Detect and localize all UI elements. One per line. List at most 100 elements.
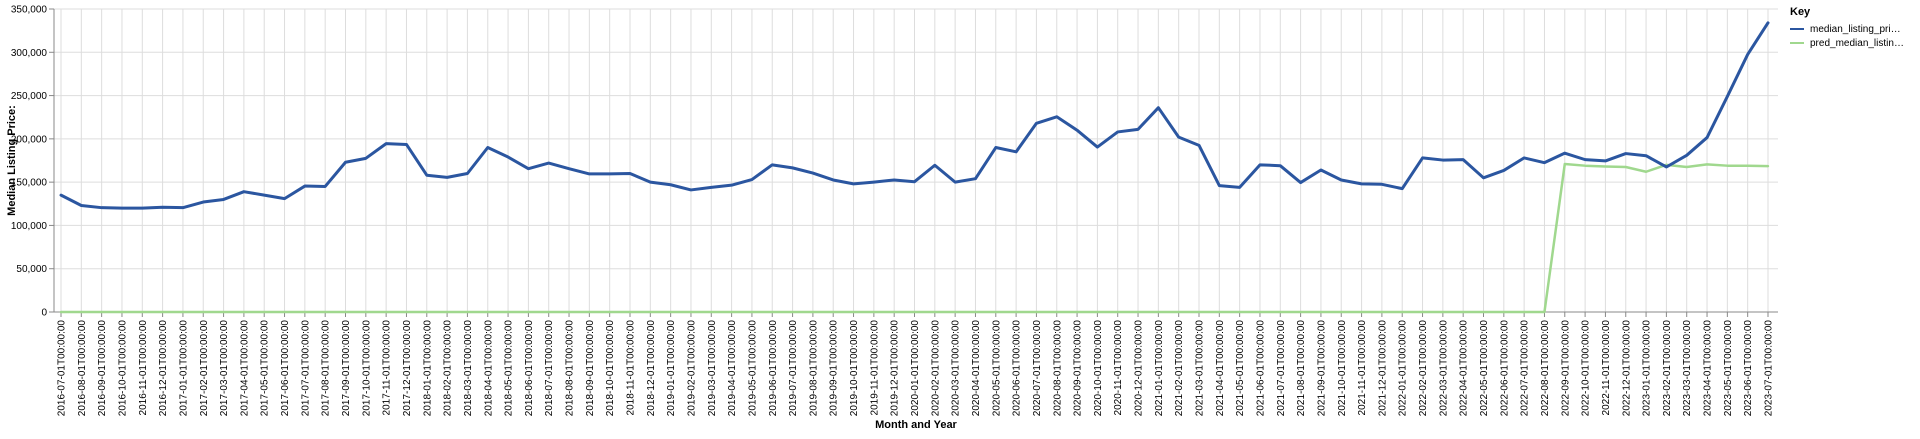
x-tick-label: 2020-03-01T00:00:00 — [951, 320, 962, 417]
x-tick-label: 2016-09-01T00:00:00 — [97, 320, 108, 417]
x-tick-label: 2021-03-01T00:00:00 — [1195, 320, 1206, 417]
y-tick-label: 200,000 — [11, 134, 48, 145]
x-tick-label: 2019-11-01T00:00:00 — [869, 320, 880, 416]
x-tick-label: 2019-02-01T00:00:00 — [686, 320, 697, 417]
y-tick-label: 300,000 — [11, 48, 48, 59]
x-tick-label: 2022-06-01T00:00:00 — [1499, 320, 1510, 417]
x-tick-label: 2018-07-01T00:00:00 — [544, 320, 555, 417]
x-tick-label: 2021-08-01T00:00:00 — [1296, 320, 1307, 417]
x-tick-label: 2018-11-01T00:00:00 — [626, 320, 637, 416]
x-tick-label: 2016-08-01T00:00:00 — [77, 320, 88, 417]
x-tick-label: 2017-03-01T00:00:00 — [219, 320, 230, 417]
x-tick-label: 2019-08-01T00:00:00 — [808, 320, 819, 417]
x-tick-label: 2017-01-01T00:00:00 — [178, 320, 189, 417]
x-tick-label: 2022-03-01T00:00:00 — [1438, 320, 1449, 417]
x-tick-label: 2018-03-01T00:00:00 — [463, 320, 474, 417]
x-tick-label: 2022-08-01T00:00:00 — [1540, 320, 1551, 417]
x-tick-label: 2023-01-01T00:00:00 — [1642, 320, 1653, 417]
x-tick-label: 2019-07-01T00:00:00 — [788, 320, 799, 417]
x-tick-label: 2021-09-01T00:00:00 — [1316, 320, 1327, 417]
x-tick-label: 2017-12-01T00:00:00 — [402, 320, 413, 417]
legend-title: Key — [1790, 6, 1811, 18]
x-axis-ticks: 2016-07-01T00:00:00 2016-08-01T00:00:00 20… — [57, 312, 1775, 416]
x-tick-label: 2016-07-01T00:00:00 — [57, 320, 68, 417]
x-tick-label: 2023-04-01T00:00:00 — [1703, 320, 1714, 417]
x-tick-label: 2019-09-01T00:00:00 — [829, 320, 840, 417]
legend-swatch — [1790, 42, 1804, 44]
x-tick-label: 2023-05-01T00:00:00 — [1723, 320, 1734, 417]
series-lines — [59, 21, 1770, 314]
x-tick-label: 2021-11-01T00:00:00 — [1357, 320, 1368, 416]
x-tick-label: 2020-09-01T00:00:00 — [1073, 320, 1084, 417]
x-tick-label: 2016-12-01T00:00:00 — [158, 320, 169, 417]
x-tick-label: 2021-12-01T00:00:00 — [1377, 320, 1388, 417]
x-tick-label: 2019-05-01T00:00:00 — [747, 320, 758, 417]
x-tick-label: 2022-05-01T00:00:00 — [1479, 320, 1490, 417]
x-tick-label: 2023-07-01T00:00:00 — [1764, 320, 1775, 417]
x-tick-label: 2017-06-01T00:00:00 — [280, 320, 291, 417]
x-tick-label: 2023-06-01T00:00:00 — [1743, 320, 1754, 417]
x-tick-label: 2021-06-01T00:00:00 — [1255, 320, 1266, 417]
y-axis-title: Median Listing Price: — [6, 105, 18, 216]
x-tick-label: 2020-07-01T00:00:00 — [1032, 320, 1043, 417]
x-tick-label: 2019-12-01T00:00:00 — [890, 320, 901, 417]
x-tick-label: 2020-05-01T00:00:00 — [991, 320, 1002, 417]
x-tick-label: 2019-06-01T00:00:00 — [768, 320, 779, 417]
x-tick-label: 2017-07-01T00:00:00 — [300, 320, 311, 417]
x-tick-label: 2021-10-01T00:00:00 — [1337, 320, 1348, 417]
x-tick-label: 2020-08-01T00:00:00 — [1052, 320, 1063, 417]
x-tick-label: 2017-05-01T00:00:00 — [260, 320, 271, 417]
x-tick-label: 2020-04-01T00:00:00 — [971, 320, 982, 417]
x-tick-label: 2018-08-01T00:00:00 — [565, 320, 576, 417]
x-tick-label: 2023-03-01T00:00:00 — [1682, 320, 1693, 417]
y-tick-label: 50,000 — [16, 264, 47, 275]
x-tick-label: 2016-10-01T00:00:00 — [117, 320, 128, 417]
x-tick-label: 2022-10-01T00:00:00 — [1581, 320, 1592, 417]
legend-item-pred-median-listing-price[interactable]: pred_median_listin… — [1790, 36, 1915, 50]
y-axis-ticks: 0 50,000 100,000 150,000 200,000 250,000 300,0… — [11, 5, 54, 319]
legend-item-median-listing-price[interactable]: median_listing_pri… — [1790, 22, 1915, 36]
x-tick-label: 2019-01-01T00:00:00 — [666, 320, 677, 417]
x-tick-label: 2022-04-01T00:00:00 — [1459, 320, 1470, 417]
x-tick-label: 2019-03-01T00:00:00 — [707, 320, 718, 417]
x-tick-label: 2019-10-01T00:00:00 — [849, 320, 860, 417]
x-tick-label: 2018-09-01T00:00:00 — [585, 320, 596, 417]
x-tick-label: 2022-12-01T00:00:00 — [1621, 320, 1632, 417]
x-tick-label: 2022-09-01T00:00:00 — [1560, 320, 1571, 417]
x-tick-label: 2023-02-01T00:00:00 — [1662, 320, 1673, 417]
x-tick-label: 2020-10-01T00:00:00 — [1093, 320, 1104, 417]
series-line-pred-median-listing-price — [59, 162, 1770, 314]
x-tick-label: 2016-11-01T00:00:00 — [138, 320, 149, 416]
x-tick-label: 2018-12-01T00:00:00 — [646, 320, 657, 417]
x-tick-label: 2017-08-01T00:00:00 — [321, 320, 332, 417]
x-tick-label: 2020-12-01T00:00:00 — [1134, 320, 1145, 417]
x-tick-label: 2017-10-01T00:00:00 — [361, 320, 372, 417]
x-tick-label: 2022-07-01T00:00:00 — [1520, 320, 1531, 417]
x-tick-label: 2018-01-01T00:00:00 — [422, 320, 433, 417]
x-tick-label: 2017-09-01T00:00:00 — [341, 320, 352, 417]
x-tick-label: 2020-11-01T00:00:00 — [1113, 320, 1124, 416]
legend: Key median_listing_pri… pred_median_list… — [1790, 6, 1915, 50]
x-tick-label: 2017-02-01T00:00:00 — [199, 320, 210, 417]
x-tick-label: 2021-05-01T00:00:00 — [1235, 320, 1246, 417]
series-line-median-listing-price — [59, 21, 1770, 210]
legend-swatch — [1790, 28, 1804, 30]
legend-label: median_listing_pri… — [1810, 23, 1901, 35]
x-tick-label: 2021-04-01T00:00:00 — [1215, 320, 1226, 417]
x-tick-label: 2018-05-01T00:00:00 — [504, 320, 515, 417]
y-tick-label: 150,000 — [11, 178, 48, 189]
y-tick-label: 350,000 — [11, 5, 48, 16]
x-tick-label: 2018-04-01T00:00:00 — [483, 320, 494, 417]
x-tick-label: 2020-02-01T00:00:00 — [930, 320, 941, 417]
y-tick-label: 0 — [41, 308, 47, 319]
y-tick-label: 100,000 — [11, 221, 48, 232]
legend-label: pred_median_listin… — [1810, 37, 1904, 49]
x-tick-label: 2018-10-01T00:00:00 — [605, 320, 616, 417]
y-tick-label: 250,000 — [11, 91, 48, 102]
x-tick-label: 2022-11-01T00:00:00 — [1601, 320, 1612, 416]
x-tick-label: 2020-06-01T00:00:00 — [1012, 320, 1023, 417]
x-tick-label: 2017-11-01T00:00:00 — [382, 320, 393, 416]
x-axis-title: Month and Year — [875, 419, 957, 431]
x-tick-label: 2021-07-01T00:00:00 — [1276, 320, 1287, 417]
